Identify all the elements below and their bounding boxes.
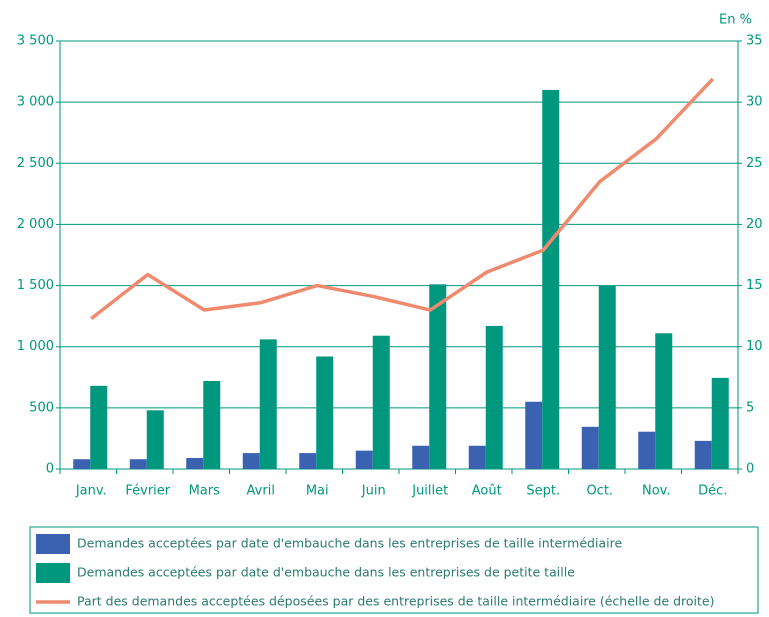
bar xyxy=(203,380,221,469)
bar xyxy=(468,445,486,469)
bar xyxy=(242,453,260,469)
bar xyxy=(73,459,91,469)
bar xyxy=(581,426,599,469)
bar xyxy=(412,445,430,469)
bar xyxy=(655,333,673,469)
x-tick-label: Janv. xyxy=(75,484,107,499)
y2-tick-label: 30 xyxy=(746,95,763,110)
x-tick-label: Février xyxy=(125,484,170,499)
legend-swatch xyxy=(36,534,70,554)
legend-label: Demandes acceptées par date d'embauche d… xyxy=(77,565,575,580)
bar xyxy=(186,457,204,469)
x-tick-label: Août xyxy=(472,484,502,499)
bar xyxy=(694,440,712,469)
legend-label: Demandes acceptées par date d'embauche d… xyxy=(77,536,622,551)
y2-tick-label: 5 xyxy=(746,400,754,415)
bar xyxy=(525,401,543,469)
y-tick-label: 500 xyxy=(29,400,54,415)
x-tick-label: Avril xyxy=(247,484,275,499)
bar xyxy=(542,89,560,470)
bar xyxy=(485,325,503,469)
bar xyxy=(429,284,447,469)
bar xyxy=(299,453,317,469)
y2-tick-label: 25 xyxy=(746,156,763,171)
bar xyxy=(146,410,164,469)
x-tick-label: Mai xyxy=(306,484,329,499)
line-series xyxy=(90,77,715,320)
x-tick-label: Juin xyxy=(361,484,386,499)
y-tick-label: 3 500 xyxy=(17,34,54,49)
x-tick-label: Sept. xyxy=(526,484,560,499)
legend-label: Part des demandes acceptées déposées par… xyxy=(77,594,715,609)
y-tick-label: 2 000 xyxy=(17,217,54,232)
y2-tick-label: 10 xyxy=(746,339,763,354)
y2-tick-label: 15 xyxy=(746,278,763,293)
x-tick-label: Nov. xyxy=(642,484,671,499)
y2-axis-label: En % xyxy=(719,13,752,28)
y-tick-label: 3 000 xyxy=(17,95,54,110)
bar xyxy=(90,385,108,469)
bar xyxy=(598,285,616,469)
y2-tick-label: 20 xyxy=(746,217,763,232)
y2-tick-label: 0 xyxy=(746,462,754,477)
y-tick-label: 1 500 xyxy=(17,278,54,293)
y-tick-label: 0 xyxy=(46,462,54,477)
y2-tick-label: 35 xyxy=(746,34,763,49)
bar xyxy=(711,377,729,469)
legend-box xyxy=(29,526,759,614)
x-tick-label: Juillet xyxy=(411,484,448,499)
bar xyxy=(316,356,334,469)
bar xyxy=(129,459,147,469)
bar xyxy=(355,450,373,469)
x-tick-label: Mars xyxy=(189,484,221,499)
y-tick-label: 2 500 xyxy=(17,156,54,171)
y-tick-label: 1 000 xyxy=(17,339,54,354)
bar xyxy=(259,339,277,469)
x-tick-label: Déc. xyxy=(698,484,727,499)
legend-swatch xyxy=(36,563,70,583)
bar xyxy=(372,335,390,469)
x-tick-label: Oct. xyxy=(586,484,613,499)
bar xyxy=(638,431,656,469)
